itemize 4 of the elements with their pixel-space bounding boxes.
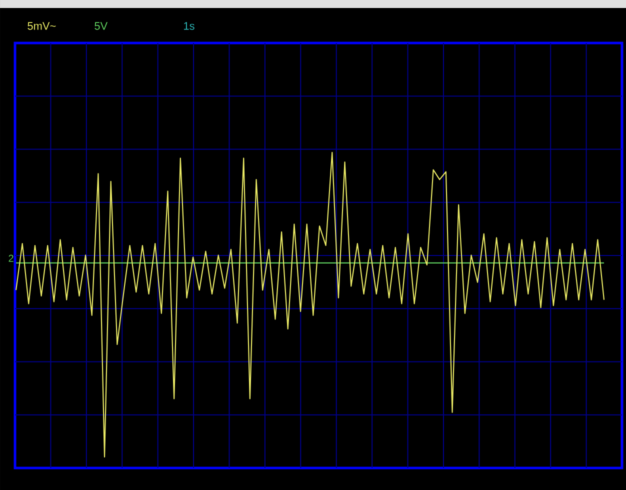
text: 5mV~ xyxy=(28,22,56,30)
text: 5V xyxy=(94,22,108,30)
text: 1s xyxy=(184,22,194,30)
series-label: 2 xyxy=(8,254,14,262)
